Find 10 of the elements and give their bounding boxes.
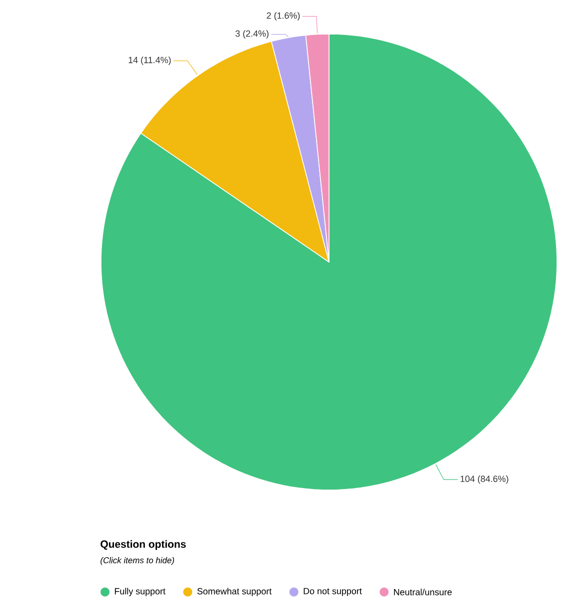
data-label: 104 (84.6%) [460,475,508,484]
legend-title: Question options [100,540,186,550]
legend-label: Neutral/unsure [394,588,452,596]
data-label: 14 (11.4%) [128,56,171,65]
data-label: 3 (2.4%) [236,30,268,38]
text: (Click items to hide) [100,557,174,565]
data-label: 2 (1.6%) [266,12,300,20]
legend-label: Fully support [114,588,166,596]
legend-label: Do not support [304,588,362,596]
legend-label: Somewhat support [197,588,272,596]
